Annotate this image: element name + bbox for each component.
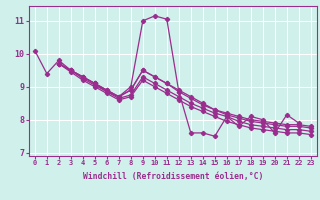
X-axis label: Windchill (Refroidissement éolien,°C): Windchill (Refroidissement éolien,°C) (83, 172, 263, 181)
